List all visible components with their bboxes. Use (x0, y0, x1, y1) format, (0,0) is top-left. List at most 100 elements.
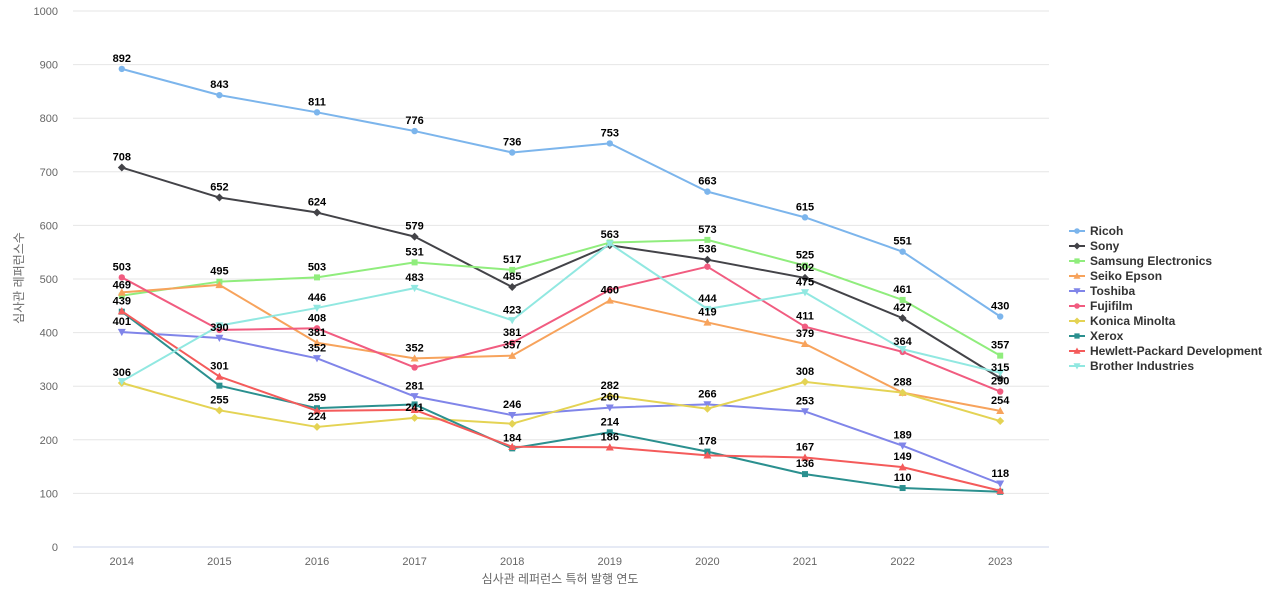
data-label: 288 (893, 377, 911, 389)
data-point (997, 352, 1004, 359)
legend-item[interactable]: Toshiba (1069, 284, 1135, 298)
data-label: 461 (893, 284, 911, 296)
y-tick-label: 600 (40, 220, 58, 232)
data-label: 255 (210, 394, 228, 406)
legend-label: Fujifilm (1090, 299, 1133, 313)
data-label: 525 (796, 250, 814, 262)
data-point (605, 240, 614, 248)
data-point (996, 486, 1005, 494)
data-point (215, 280, 224, 289)
legend-item[interactable]: Fujifilm (1069, 299, 1133, 313)
series-line (121, 67, 1001, 318)
legend-marker (1074, 228, 1080, 234)
data-point (118, 292, 125, 299)
data-label: 475 (796, 276, 814, 288)
data-label: 110 (894, 472, 912, 484)
data-label: 214 (601, 416, 620, 428)
data-point (996, 480, 1005, 488)
data-label: 624 (308, 197, 327, 209)
data-label: 306 (113, 367, 131, 379)
data-point (508, 442, 517, 450)
legend-marker (1073, 347, 1081, 354)
data-label: 776 (405, 115, 423, 127)
data-point (606, 429, 613, 436)
data-label: 260 (601, 392, 619, 404)
axes: 0 100 200 300 400 500 600 700 800 900 1000 2014 2015… (34, 6, 1049, 568)
data-label: 423 (503, 304, 521, 316)
data-point (898, 314, 907, 323)
x-tick-label: 2018 (500, 556, 524, 568)
data-point (898, 442, 907, 450)
legend-item[interactable]: Konica Minolta (1069, 314, 1176, 328)
legend-item[interactable]: Brother Industries (1069, 359, 1194, 373)
legend-item[interactable]: Ricoh (1069, 224, 1123, 238)
legend-item[interactable]: Hewlett-Packard Development (1069, 344, 1262, 358)
series-toshiba (117, 328, 1005, 488)
data-label: 241 (405, 402, 423, 414)
legend-label: Toshiba (1090, 284, 1135, 298)
data-label: 408 (308, 312, 326, 324)
legend-item[interactable]: Seiko Epson (1069, 269, 1162, 283)
legend-item[interactable]: Xerox (1069, 329, 1124, 343)
data-point (215, 406, 224, 415)
data-point (801, 323, 809, 330)
data-point (801, 214, 809, 221)
legend-item[interactable]: Samsung Electronics (1069, 254, 1212, 268)
data-point (801, 377, 809, 386)
data-label: 446 (308, 292, 326, 304)
data-point (117, 328, 126, 337)
data-label: 579 (405, 221, 423, 233)
data-point (410, 393, 419, 401)
series-lines (117, 65, 1005, 495)
data-point (411, 259, 418, 266)
data-label: 439 (113, 296, 131, 308)
legend-label: Ricoh (1090, 224, 1123, 238)
legend-marker (1073, 272, 1081, 279)
data-label: 460 (601, 284, 619, 296)
data-point (313, 406, 321, 415)
y-tick-label: 100 (40, 488, 58, 500)
data-point (801, 453, 809, 461)
data-label: 364 (893, 336, 912, 348)
data-point (899, 296, 906, 303)
data-point (605, 443, 614, 451)
data-label: 149 (893, 451, 911, 463)
data-label: 290 (991, 376, 1009, 388)
data-label: 753 (601, 127, 619, 139)
data-label: 444 (698, 293, 717, 305)
y-tick-label: 900 (40, 60, 58, 72)
data-label: 892 (113, 53, 131, 65)
data-label: 352 (308, 342, 326, 354)
data-label: 843 (210, 79, 228, 91)
data-point (802, 471, 808, 478)
x-tick-label: 2022 (890, 556, 914, 568)
series-hewlett-packard-development (117, 307, 1005, 494)
series-line (121, 331, 1001, 485)
data-point (313, 422, 321, 431)
y-tick-label: 400 (40, 328, 58, 340)
data-label: 517 (503, 254, 521, 266)
legend-marker (1073, 363, 1081, 370)
data-label: 281 (405, 380, 423, 392)
data-label: 563 (601, 229, 619, 241)
legend-item[interactable]: Sony (1069, 239, 1120, 253)
data-point (313, 355, 321, 363)
data-label: 495 (210, 266, 228, 278)
data-label: 184 (503, 432, 522, 444)
legend-label: Xerox (1090, 329, 1124, 343)
series-line (121, 380, 1001, 428)
data-point (704, 188, 711, 195)
data-label: 357 (991, 340, 1009, 352)
y-tick-label: 500 (40, 274, 58, 286)
x-tick-label: 2019 (598, 556, 622, 568)
data-point (117, 163, 126, 172)
data-point (997, 388, 1004, 395)
legend-label: Seiko Epson (1090, 269, 1162, 283)
data-label: 186 (601, 431, 619, 443)
data-point (313, 338, 321, 346)
data-point (410, 405, 419, 413)
gridlines (73, 10, 1049, 548)
series-line (121, 166, 1001, 380)
x-axis-title: 심사관 레퍼런스 특허 발행 연도 (482, 571, 639, 586)
data-label: 301 (210, 361, 228, 373)
